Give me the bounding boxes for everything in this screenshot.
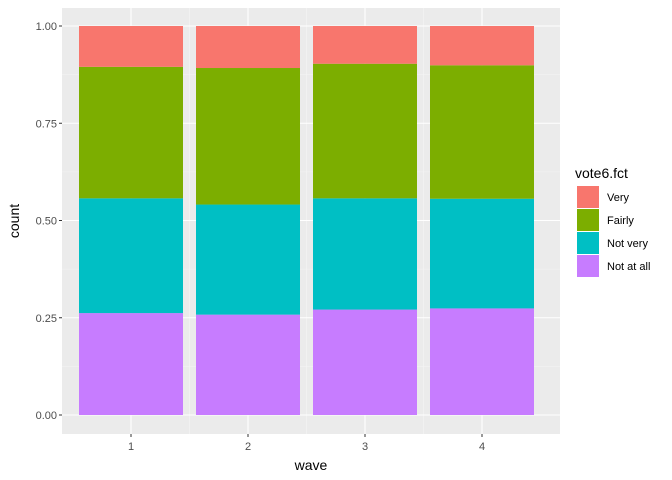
x-tick-label: 4 <box>479 441 485 453</box>
legend-label-not-at-all: Not at all <box>607 261 650 273</box>
legend-key-very <box>577 186 599 208</box>
legend-key-fairly <box>577 209 599 231</box>
bar-segment-not-at-all-wave-3 <box>313 309 417 415</box>
bar-segment-fairly-wave-2 <box>196 68 300 205</box>
bars <box>79 26 534 415</box>
bar-segment-very-wave-4 <box>430 26 534 66</box>
y-tick-label: 0.00 <box>36 410 57 422</box>
bar-segment-very-wave-3 <box>313 26 417 64</box>
legend-label-very: Very <box>607 192 630 204</box>
bar-segment-not-very-wave-4 <box>430 198 534 309</box>
bar-segment-not-very-wave-3 <box>313 198 417 310</box>
bar-segment-very-wave-2 <box>196 26 300 69</box>
y-tick-label: 0.50 <box>36 216 57 228</box>
legend-key-not-very <box>577 232 599 254</box>
bar-segment-very-wave-1 <box>79 26 183 67</box>
y-tick-label: 0.75 <box>36 118 57 130</box>
bar-segment-fairly-wave-3 <box>313 63 417 199</box>
legend-key-not-at-all <box>577 255 599 277</box>
x-axis: 1 2 3 4 <box>128 434 485 453</box>
x-axis-title: wave <box>294 457 328 473</box>
legend: vote6.fct Very Fairly Not very Not at all <box>575 165 650 277</box>
y-axis: 0.00 0.25 0.50 0.75 1.00 <box>36 21 62 422</box>
bar-segment-not-at-all-wave-2 <box>196 314 300 415</box>
y-tick-label: 1.00 <box>36 21 57 33</box>
bar-segment-not-very-wave-1 <box>79 198 183 314</box>
legend-label-not-very: Not very <box>607 238 648 250</box>
x-tick-label: 1 <box>128 441 134 453</box>
y-tick-label: 0.25 <box>36 313 57 325</box>
x-tick-label: 3 <box>362 441 368 453</box>
x-tick-label: 2 <box>245 441 251 453</box>
bar-segment-not-at-all-wave-4 <box>430 308 534 415</box>
bar-segment-fairly-wave-4 <box>430 65 534 199</box>
bar-segment-not-at-all-wave-1 <box>79 313 183 415</box>
bar-segment-fairly-wave-1 <box>79 66 183 199</box>
legend-label-fairly: Fairly <box>607 215 634 227</box>
bar-segment-not-very-wave-2 <box>196 204 300 315</box>
y-axis-title: count <box>6 204 22 238</box>
legend-title: vote6.fct <box>575 165 628 181</box>
